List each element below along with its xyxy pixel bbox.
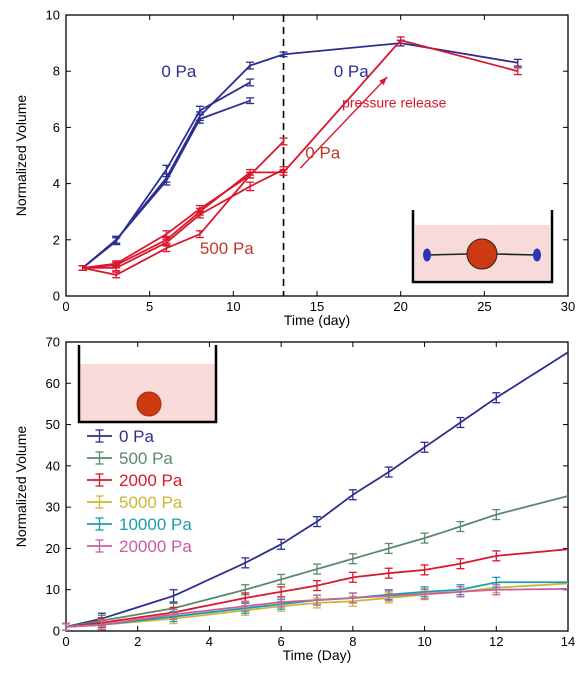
y-tick-label: 4 — [53, 176, 60, 191]
legend-entry: 20000 Pa — [119, 537, 192, 556]
x-tick-label: 6 — [278, 634, 285, 649]
annotation-label: 0 Pa — [334, 62, 370, 81]
inset-anchor-left — [423, 248, 431, 262]
y-tick-label: 70 — [46, 335, 60, 350]
y-tick-label: 60 — [46, 376, 60, 391]
series-red-4-line — [82, 140, 285, 276]
inset-spheroid — [136, 391, 162, 417]
annotation-label: 0 Pa — [305, 143, 341, 162]
y-tick-label: 30 — [46, 500, 60, 515]
y-tick-label: 0 — [53, 624, 60, 639]
y-tick-label: 2 — [53, 232, 60, 247]
x-tick-label: 10 — [417, 634, 431, 649]
y-tick-label: 40 — [46, 458, 60, 473]
legend-entry: 10000 Pa — [119, 515, 192, 534]
y-tick-label: 20 — [46, 541, 60, 556]
bottom-chart-panel: 0 2 4 6 8 10 12 14 0 10 20 30 40 50 60 70 Time (Day) Norm… — [13, 335, 575, 664]
pressure-release-arrowhead — [379, 76, 388, 86]
legend-entry: 0 Pa — [119, 427, 155, 446]
x-tick-label: 15 — [310, 299, 324, 314]
y-axis-label: Normalized Volume — [13, 95, 29, 217]
x-tick-label: 8 — [349, 634, 356, 649]
plot-frame — [65, 341, 569, 632]
y-tick-label: 10 — [46, 8, 60, 23]
legend-entry: 500 Pa — [119, 449, 173, 468]
x-tick-label: 30 — [561, 299, 575, 314]
y-axis-label: Normalized Volume — [13, 426, 29, 548]
inset-tether-left — [426, 253, 468, 256]
annotation-label: 500 Pa — [200, 239, 254, 258]
x-tick-label: 2 — [134, 634, 141, 649]
x-tick-label: 10 — [226, 299, 240, 314]
y-tick-label: 8 — [53, 64, 60, 79]
inset-container — [411, 210, 554, 284]
x-tick-label: 14 — [561, 634, 575, 649]
x-tick-label: 12 — [489, 634, 503, 649]
x-tick-label: 0 — [62, 299, 69, 314]
top-chart-panel: 0 5 10 15 20 25 30 0 2 4 6 8 10 Time (day) Normalized … — [13, 8, 575, 329]
legend: 0 Pa 500 Pa 2000 Pa 5000 Pa 10000 Pa 20000 Pa — [87, 427, 192, 556]
x-tick-label: 0 — [62, 634, 69, 649]
inset-schematic-free — [77, 345, 218, 424]
x-axis-label: Time (Day) — [283, 647, 352, 663]
inset-container — [77, 345, 218, 424]
legend-entry: 2000 Pa — [119, 471, 183, 490]
x-tick-label: 25 — [477, 299, 491, 314]
x-tick-label: 5 — [146, 299, 153, 314]
annotation-label: pressure release — [342, 95, 446, 111]
series-red-5-line — [82, 168, 284, 269]
x-tick-label: 20 — [393, 299, 407, 314]
y-tick-label: 6 — [53, 120, 60, 135]
pressure-release-arrow — [299, 76, 388, 169]
y-tick-label: 10 — [46, 582, 60, 597]
x-axis-label: Time (day) — [284, 312, 350, 328]
legend-entry: 5000 Pa — [119, 493, 183, 512]
x-tick-label: 4 — [206, 634, 213, 649]
annotation-label: 0 Pa — [161, 62, 197, 81]
y-tick-label: 0 — [53, 289, 60, 304]
inset-tether-right — [496, 253, 538, 256]
inset-spheroid — [466, 238, 498, 270]
y-tick-label: 50 — [46, 417, 60, 432]
inset-anchor-right — [533, 248, 541, 262]
inset-schematic-stretched — [411, 210, 554, 284]
